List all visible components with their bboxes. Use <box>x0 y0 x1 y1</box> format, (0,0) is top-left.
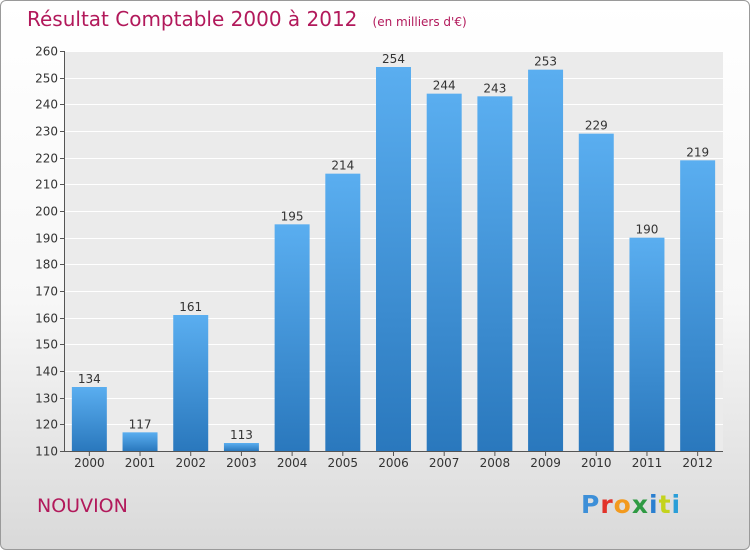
x-tick-label: 2012 <box>682 456 713 470</box>
x-tick-label: 2007 <box>429 456 460 470</box>
bar <box>680 160 716 452</box>
bar <box>71 387 107 451</box>
bar <box>274 224 310 451</box>
y-tick-label: 200 <box>35 205 58 219</box>
y-tick-label: 190 <box>35 232 58 246</box>
title-block: Résultat Comptable 2000 à 2012 (en milli… <box>27 7 467 31</box>
chart-subtitle: (en milliers d'€) <box>372 15 467 29</box>
x-tick-label: 2005 <box>328 456 359 470</box>
data-label: 195 <box>281 209 304 223</box>
data-label: 190 <box>636 223 659 237</box>
logo-letter: r <box>600 490 614 519</box>
data-label: 253 <box>534 55 557 69</box>
logo-letter: i <box>649 490 659 519</box>
bar <box>173 315 209 451</box>
x-tick-label: 2008 <box>480 456 511 470</box>
y-tick-label: 250 <box>35 72 58 86</box>
bar <box>426 93 462 452</box>
y-tick-label: 240 <box>35 98 58 112</box>
x-tick-label: 2002 <box>175 456 206 470</box>
bar <box>122 432 158 451</box>
y-tick-label: 230 <box>35 125 58 139</box>
data-label: 117 <box>129 417 152 431</box>
data-label: 244 <box>433 79 456 93</box>
y-tick-label: 140 <box>35 365 58 379</box>
x-tick-label: 2010 <box>581 456 612 470</box>
x-tick-label: 2003 <box>226 456 257 470</box>
logo-letter: x <box>631 490 649 519</box>
y-tick-label: 120 <box>35 418 58 432</box>
bar <box>578 133 614 451</box>
logo-letter: i <box>671 490 682 519</box>
y-tick-label: 150 <box>35 338 58 352</box>
x-tick-label: 2004 <box>277 456 308 470</box>
x-tick-label: 2000 <box>74 456 105 470</box>
y-tick-label: 170 <box>35 285 58 299</box>
bar <box>629 237 665 451</box>
logo-letter: t <box>658 490 672 519</box>
data-label: 134 <box>78 372 101 386</box>
y-tick-label: 210 <box>35 178 58 192</box>
x-tick-label: 2006 <box>378 456 409 470</box>
x-tick-label: 2011 <box>632 456 663 470</box>
data-label: 214 <box>331 159 354 173</box>
logo-letter: o <box>613 490 632 519</box>
proxiti-logo: Proxiti <box>581 490 681 519</box>
data-label: 254 <box>382 52 405 66</box>
y-tick-label: 220 <box>35 152 58 166</box>
bar <box>325 173 361 451</box>
chart-title: Résultat Comptable 2000 à 2012 <box>27 7 358 31</box>
data-label: 219 <box>686 145 709 159</box>
commune-name: NOUVION <box>37 495 128 517</box>
y-tick-label: 160 <box>35 312 58 326</box>
y-tick-label: 110 <box>35 445 58 459</box>
data-label: 229 <box>585 119 608 133</box>
data-label: 161 <box>179 300 202 314</box>
y-tick-label: 260 <box>35 45 58 59</box>
y-tick-label: 130 <box>35 392 58 406</box>
data-label: 243 <box>483 81 506 95</box>
bar <box>376 67 411 451</box>
data-label: 113 <box>230 428 253 442</box>
logo-letter: P <box>581 490 601 519</box>
x-tick-label: 2001 <box>125 456 156 470</box>
bar <box>477 96 513 451</box>
y-tick-label: 180 <box>35 258 58 272</box>
x-tick-label: 2009 <box>530 456 561 470</box>
bar <box>223 443 259 451</box>
bar <box>528 69 564 452</box>
